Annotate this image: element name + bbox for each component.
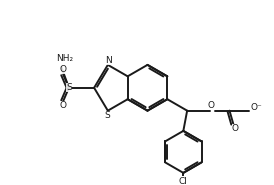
Text: O: O xyxy=(60,65,67,74)
Text: N: N xyxy=(105,56,112,65)
Text: O: O xyxy=(60,101,67,110)
Text: S: S xyxy=(66,83,72,92)
Text: O: O xyxy=(207,101,215,110)
Text: Cl: Cl xyxy=(179,177,188,185)
Text: O⁻: O⁻ xyxy=(251,103,262,112)
Text: NH₂: NH₂ xyxy=(56,54,74,63)
Text: S: S xyxy=(104,111,110,120)
Text: O: O xyxy=(232,124,239,133)
